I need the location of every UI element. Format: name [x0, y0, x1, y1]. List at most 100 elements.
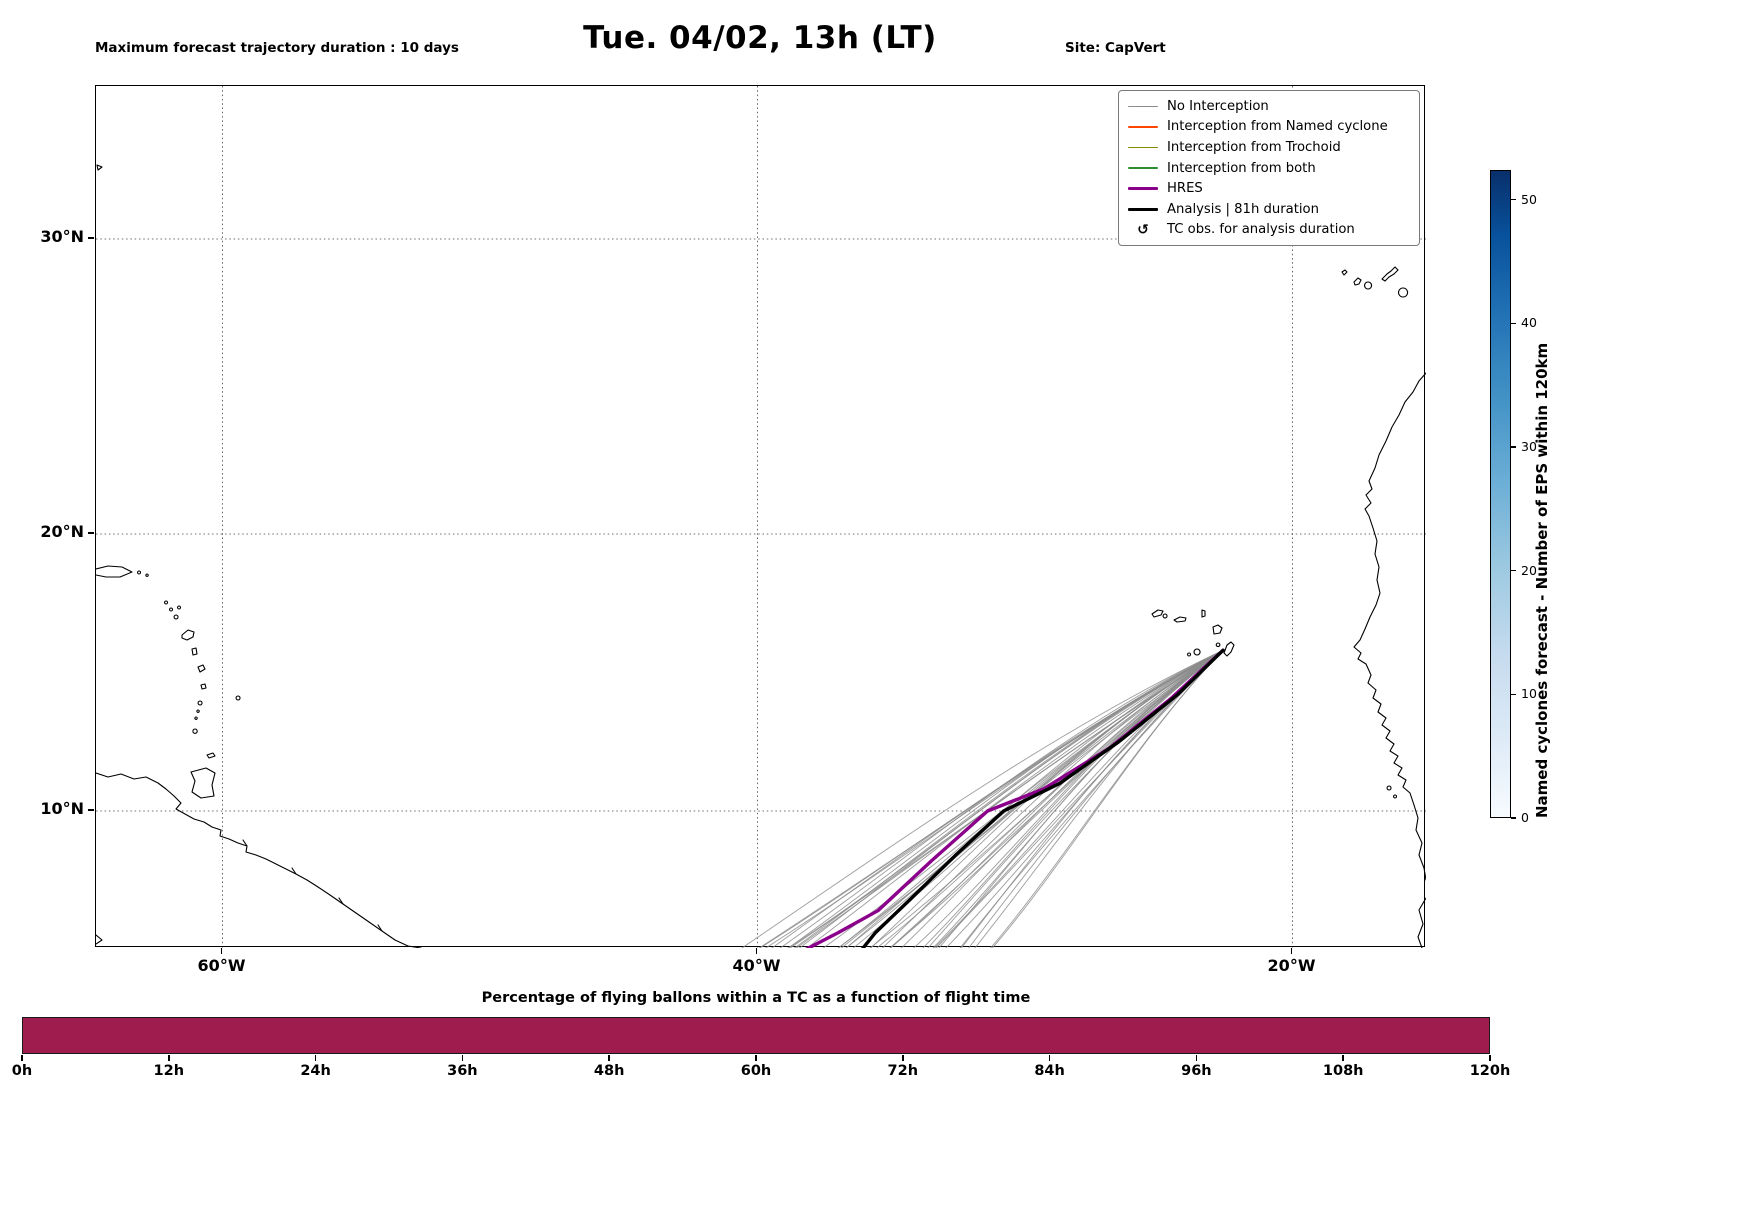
bottom-x-tick-label: 72h	[887, 1063, 919, 1079]
legend-line-sample	[1128, 105, 1158, 108]
colorbar-tick	[1511, 570, 1516, 572]
legend-item: Interception from Named cyclone	[1128, 117, 1410, 138]
eps-trajectory	[968, 649, 1224, 948]
bottom-x-tick-label: 12h	[153, 1063, 185, 1079]
legend-line	[1128, 146, 1158, 149]
bottom-x-tick-label: 48h	[593, 1063, 625, 1079]
lat-tick-label: 10°N	[40, 799, 84, 818]
figure-title: Tue. 04/02, 13h (LT)	[583, 20, 937, 56]
hres-trajectory	[804, 648, 1225, 948]
bottom-x-tick-label: 84h	[1034, 1063, 1065, 1079]
tc-percentage-bar	[22, 1017, 1490, 1054]
eps-trajectory	[741, 649, 1224, 948]
eps-trajectory	[900, 649, 1224, 948]
eps-trajectory	[912, 649, 1224, 948]
legend-label: HRES	[1167, 181, 1203, 197]
eps-trajectory	[876, 649, 1224, 948]
legend-item: ↺ TC obs. for analysis duration	[1128, 220, 1410, 241]
lat-tick	[88, 809, 94, 811]
grid-lines	[96, 86, 1426, 948]
eps-trajectory	[779, 649, 1224, 948]
eps-trajectory	[837, 649, 1224, 948]
colorbar-tick-label: 50	[1521, 191, 1537, 207]
eps-trajectory	[927, 649, 1224, 948]
legend-item: Interception from Trochoid	[1128, 137, 1410, 158]
legend-line	[1128, 126, 1158, 128]
eps-trajectory	[974, 649, 1224, 948]
map-canvas	[96, 86, 1426, 948]
legend-label: No Interception	[1167, 98, 1269, 114]
config-line: Maximum forecast trajectory duration : 1…	[95, 40, 459, 56]
legend-item: Analysis | 81h duration	[1128, 199, 1410, 220]
colorbar-tick	[1511, 693, 1516, 695]
legend-line	[1128, 207, 1158, 212]
eps-trajectories	[741, 649, 1224, 948]
eps-trajectory	[787, 649, 1224, 948]
legend-label: Interception from Named cyclone	[1167, 119, 1388, 135]
eps-trajectory	[881, 649, 1224, 948]
legend-line-sample	[1128, 146, 1158, 149]
bottom-x-tick	[21, 1055, 23, 1061]
colorbar-label: Named cyclones forecast - Number of EPS …	[1533, 342, 1551, 818]
legend-item: No Interception	[1128, 96, 1410, 117]
bottom-chart-title: Percentage of flying ballons within a TC…	[481, 990, 1031, 1006]
bottom-x-tick	[461, 1055, 464, 1061]
bottom-x-tick	[902, 1055, 904, 1061]
bottom-x-tick-label: 120h	[1469, 1063, 1511, 1079]
eps-trajectory	[806, 649, 1224, 948]
lat-tick-label: 20°N	[40, 522, 84, 541]
bottom-x-tick-label: 60h	[740, 1063, 772, 1079]
legend-label: Analysis | 81h duration	[1167, 201, 1319, 217]
legend-label: TC obs. for analysis duration	[1167, 222, 1355, 238]
lat-tick	[88, 532, 94, 534]
eps-trajectory	[890, 649, 1224, 948]
bottom-x-tick-label: 108h	[1322, 1063, 1364, 1079]
eps-trajectory	[793, 649, 1224, 948]
colorbar-tick	[1511, 446, 1516, 448]
legend-label: Interception from both	[1167, 160, 1316, 176]
legend-item: HRES	[1128, 178, 1410, 199]
legend-label: Interception from Trochoid	[1167, 139, 1341, 155]
legend-line	[1128, 105, 1158, 108]
legend-item: Interception from both	[1128, 158, 1410, 179]
colorbar-tick-label: 20	[1521, 562, 1537, 578]
colorbar-tick	[1511, 322, 1516, 324]
lon-tick	[220, 948, 223, 954]
lon-tick-label: 20°W	[1267, 956, 1316, 975]
bottom-x-tick	[1489, 1055, 1491, 1061]
colorbar-tick-label: 0	[1521, 810, 1529, 825]
bottom-x-tick-label: 24h	[300, 1063, 331, 1079]
bottom-x-tick-label: 96h	[1181, 1063, 1212, 1079]
colorbar-tick-label: 10	[1521, 686, 1537, 702]
colorbar-tick-label: 30	[1521, 439, 1537, 454]
colorbar-tick	[1511, 199, 1516, 201]
bottom-x-tick	[168, 1055, 170, 1061]
map-legend: No Interception Interception from Named c…	[1118, 90, 1420, 247]
lat-tick-label: 30°N	[40, 227, 84, 246]
lon-tick-label: 40°W	[732, 956, 781, 975]
config-line: Site: CapVert	[1065, 40, 1166, 56]
bottom-x-tick	[314, 1055, 317, 1061]
lon-tick	[1290, 948, 1293, 954]
eps-trajectory	[932, 649, 1224, 948]
eps-trajectory	[787, 649, 1224, 948]
eps-trajectory	[798, 649, 1224, 948]
eps-trajectory	[991, 649, 1224, 948]
legend-line-sample	[1128, 207, 1158, 212]
bottom-x-tick	[1048, 1055, 1051, 1061]
map-panel: No Interception Interception from Named c…	[95, 85, 1426, 948]
colorbar-gradient	[1490, 170, 1511, 818]
lon-tick	[755, 948, 758, 954]
lat-tick	[88, 237, 94, 239]
legend-line-sample	[1128, 167, 1158, 169]
coastlines	[96, 164, 1426, 948]
bottom-x-tick	[1195, 1055, 1198, 1061]
legend-line-sample	[1128, 186, 1158, 191]
bottom-x-tick-label: 36h	[447, 1063, 478, 1079]
analysis-trajectory	[860, 648, 1225, 948]
legend-line	[1128, 167, 1158, 169]
bottom-x-tick-label: 0h	[11, 1063, 33, 1079]
bottom-x-tick	[608, 1055, 610, 1061]
bottom-x-tick	[1342, 1055, 1344, 1061]
lon-tick-label: 60°W	[197, 956, 246, 975]
